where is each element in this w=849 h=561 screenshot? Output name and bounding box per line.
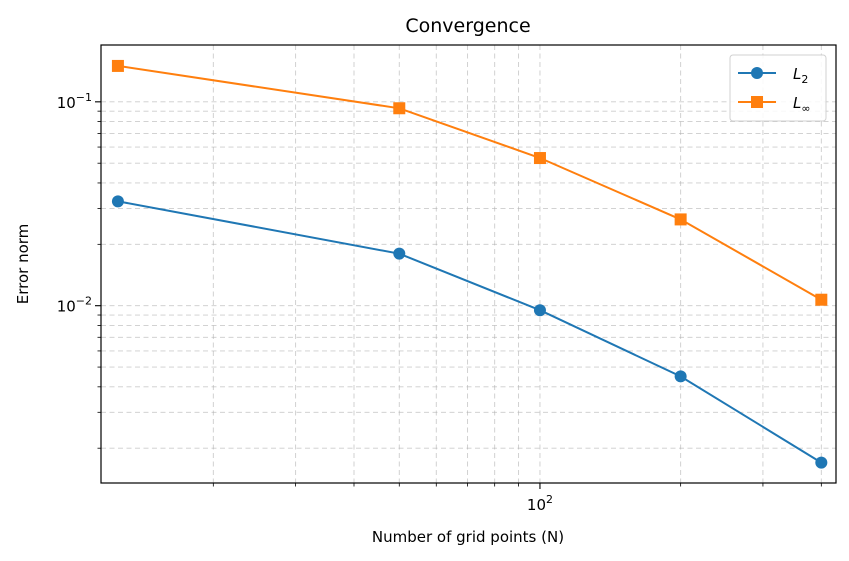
legend: L2 L∞ — [729, 54, 827, 122]
data-point — [533, 304, 546, 317]
legend-box — [729, 54, 827, 122]
plot-frame — [100, 44, 837, 484]
data-point — [674, 213, 687, 226]
y-tick-label: 10−1 — [57, 91, 92, 112]
y-tick-label: 10−2 — [57, 295, 92, 316]
grid-layer — [101, 45, 836, 483]
legend-label: L2 — [793, 65, 808, 86]
y-axis-label: Error norm — [14, 224, 32, 305]
x-axis-label: Number of grid points (N) — [372, 528, 564, 546]
data-point — [393, 247, 406, 260]
data-point — [533, 152, 546, 165]
data-point — [111, 59, 124, 72]
chart-title: Convergence — [405, 15, 530, 37]
tick-layer: 102 10−1 10−2 — [57, 91, 822, 514]
data-point — [393, 102, 406, 115]
legend-marker — [751, 67, 763, 79]
legend-marker — [751, 96, 763, 108]
data-point — [815, 293, 828, 306]
data-point — [674, 370, 687, 383]
legend-label: L∞ — [793, 94, 811, 115]
x-tick-label: 102 — [527, 493, 553, 514]
data-point — [111, 195, 124, 208]
data-point — [815, 456, 828, 469]
series-layer — [111, 59, 828, 469]
